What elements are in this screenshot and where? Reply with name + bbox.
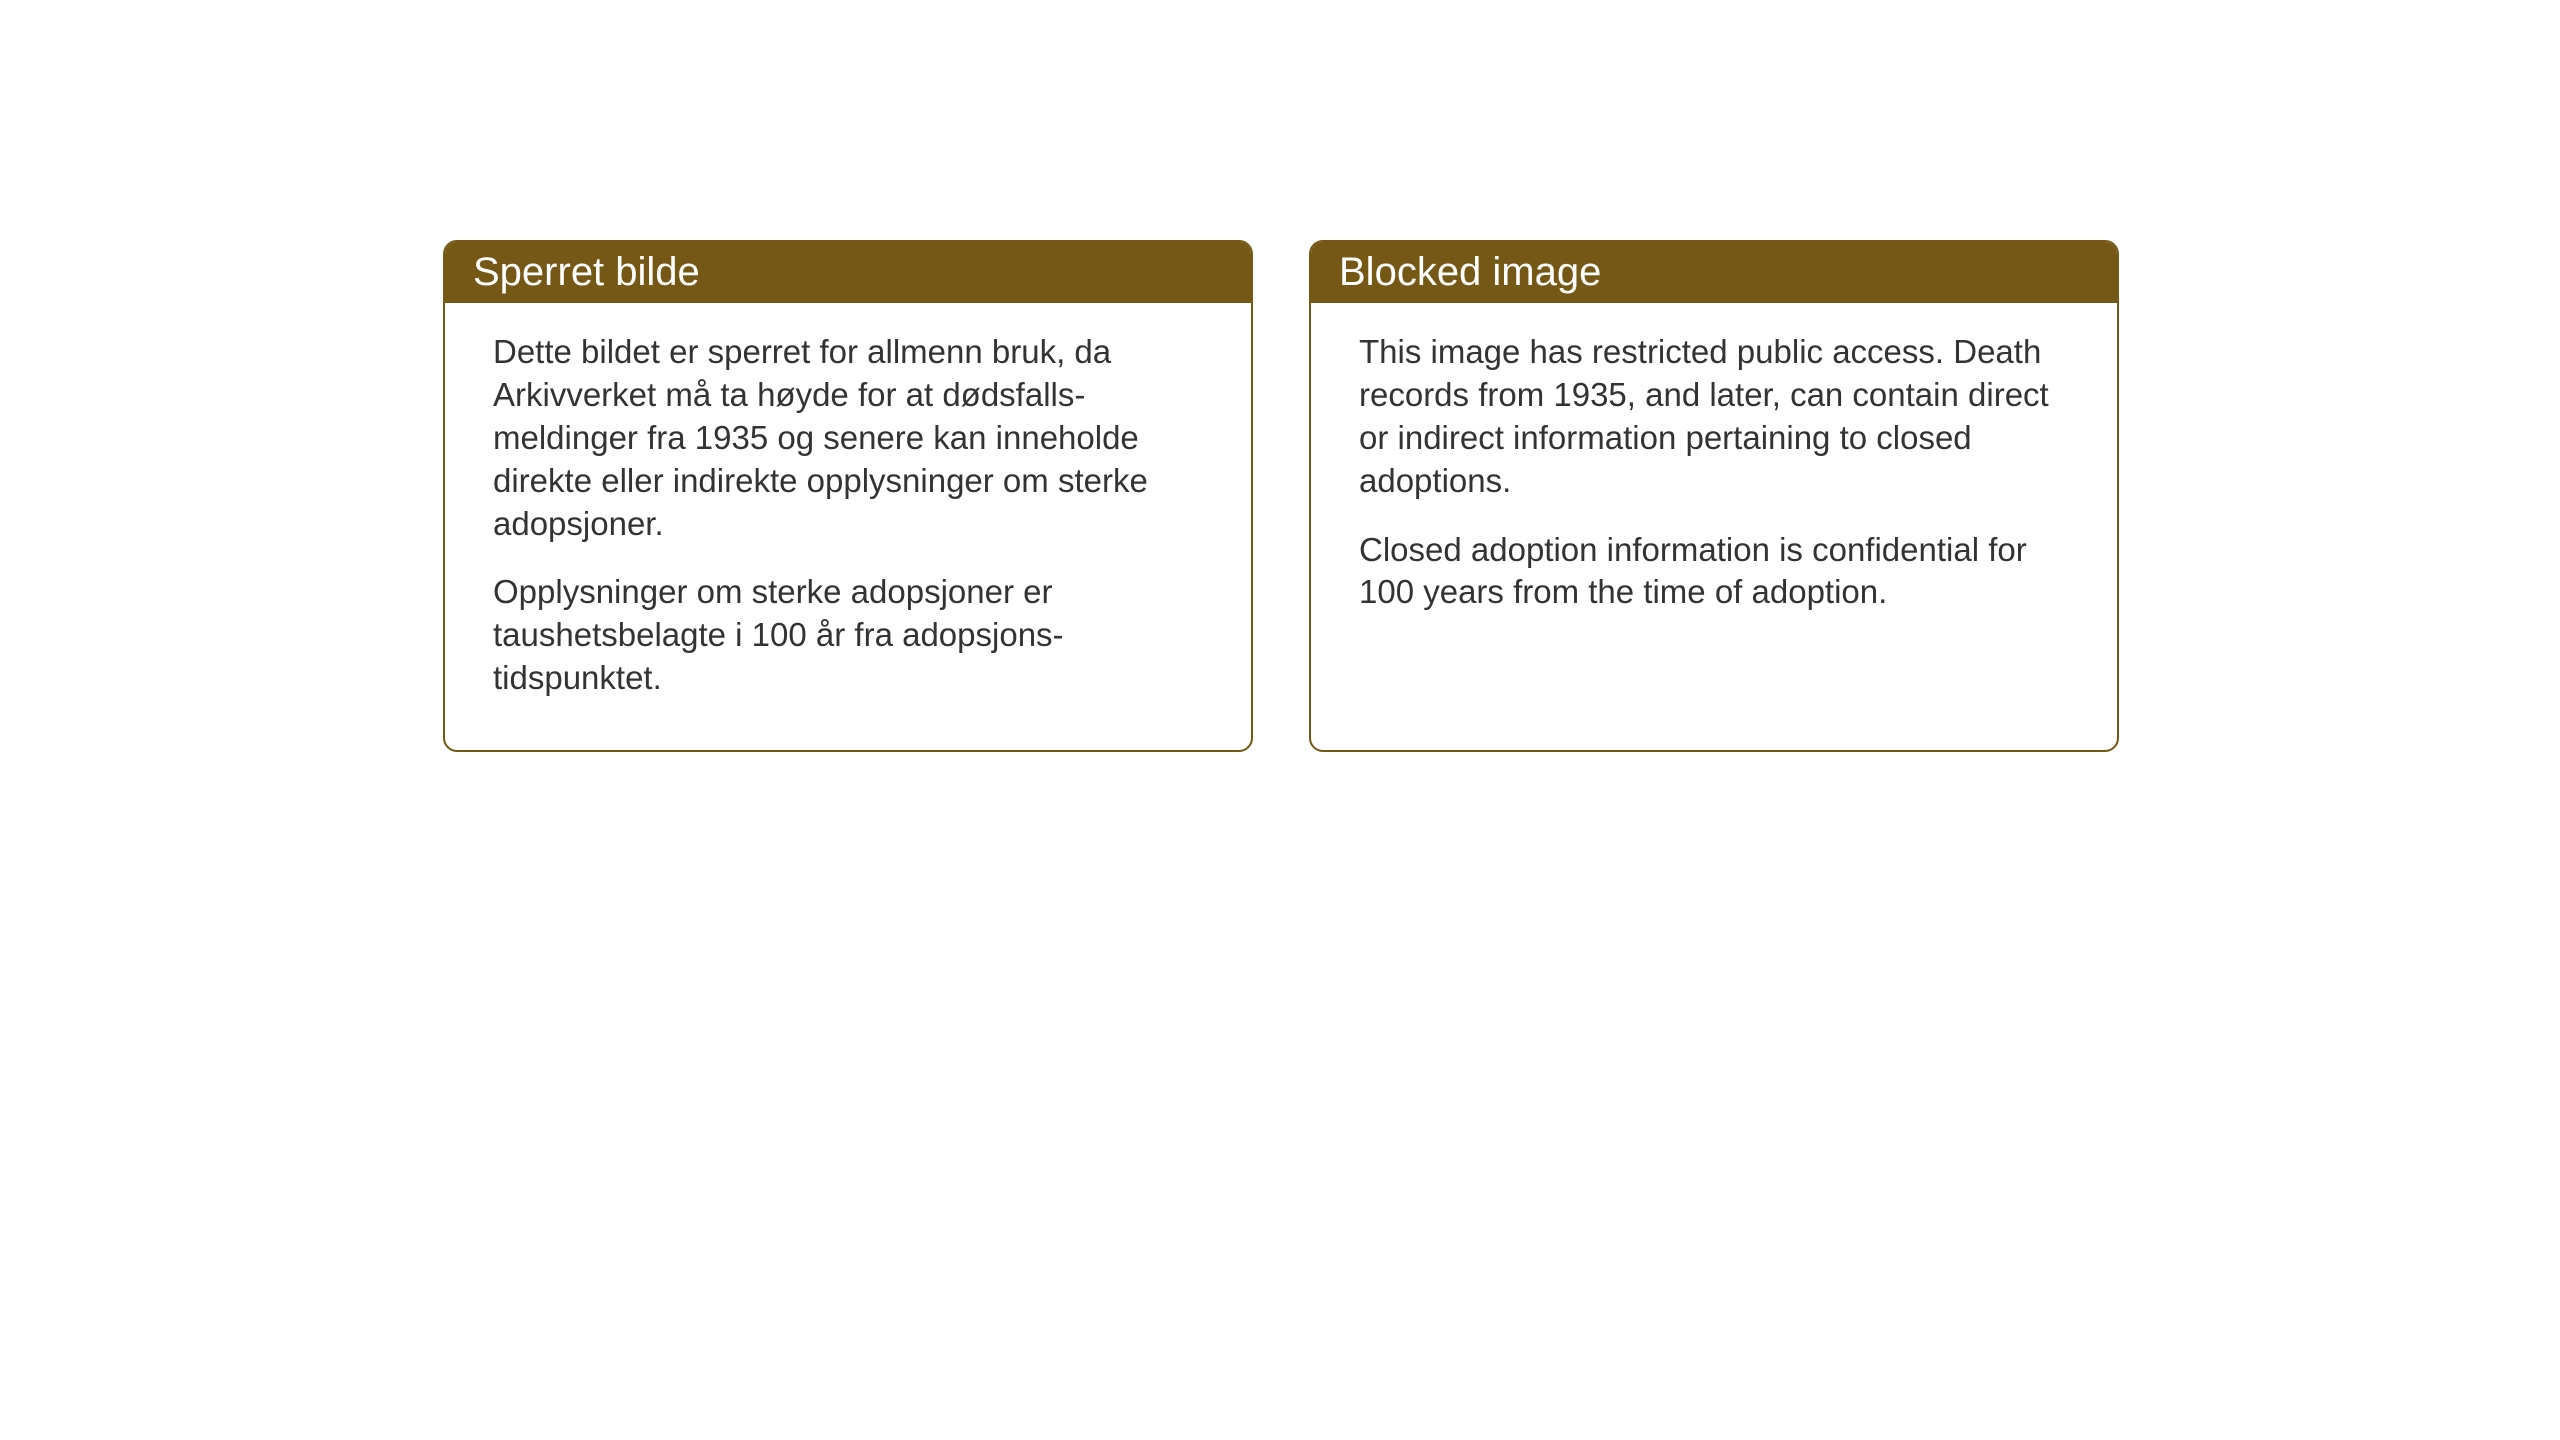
- norwegian-card-title: Sperret bilde: [445, 242, 1251, 303]
- notice-container: Sperret bilde Dette bildet er sperret fo…: [443, 240, 2119, 752]
- english-card-body: This image has restricted public access.…: [1311, 303, 2117, 654]
- english-paragraph-2: Closed adoption information is confident…: [1359, 529, 2069, 615]
- english-card-title: Blocked image: [1311, 242, 2117, 303]
- norwegian-paragraph-1: Dette bildet er sperret for allmenn bruk…: [493, 331, 1203, 545]
- english-paragraph-1: This image has restricted public access.…: [1359, 331, 2069, 503]
- norwegian-notice-card: Sperret bilde Dette bildet er sperret fo…: [443, 240, 1253, 752]
- english-notice-card: Blocked image This image has restricted …: [1309, 240, 2119, 752]
- norwegian-paragraph-2: Opplysninger om sterke adopsjoner er tau…: [493, 571, 1203, 700]
- norwegian-card-body: Dette bildet er sperret for allmenn bruk…: [445, 303, 1251, 740]
